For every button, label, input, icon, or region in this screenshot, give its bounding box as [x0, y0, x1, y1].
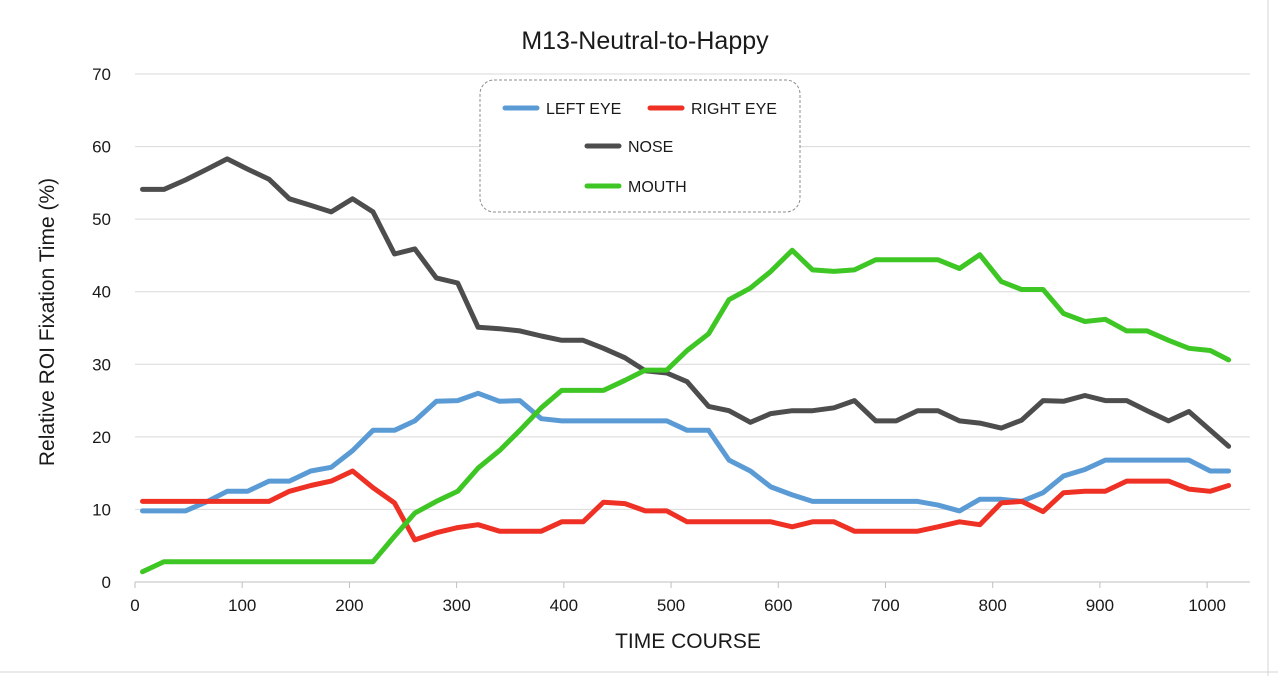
x-tick-label: 0 — [130, 596, 139, 615]
x-tick-label: 800 — [979, 596, 1007, 615]
y-tick-label: 60 — [92, 138, 111, 157]
x-tick-label: 100 — [228, 596, 256, 615]
legend-box — [479, 79, 801, 213]
x-axis-title: TIME COURSE — [615, 630, 761, 653]
series-layer — [140, 156, 1232, 575]
legend-label-right-eye: RIGHT EYE — [691, 101, 777, 118]
y-tick-label: 50 — [92, 210, 111, 229]
y-tick-label: 40 — [92, 283, 111, 302]
legend-label-mouth: MOUTH — [628, 179, 687, 196]
y-tick-label: 10 — [92, 500, 111, 519]
y-tick-label: 70 — [92, 65, 111, 84]
series-line-right-eye — [140, 468, 1232, 543]
x-tick-label: 300 — [442, 596, 470, 615]
y-tick-label: 30 — [92, 355, 111, 374]
x-tick-label: 700 — [871, 596, 899, 615]
series-line-mouth — [140, 247, 1232, 575]
x-tick-label: 600 — [764, 596, 792, 615]
chart-title: M13-Neutral-to-Happy — [521, 27, 769, 55]
legend-label-left-eye: LEFT EYE — [546, 101, 621, 118]
series-line-nose — [140, 156, 1232, 449]
x-tick-label: 200 — [335, 596, 363, 615]
legend: LEFT EYE RIGHT EYE NOSE MOUTH — [479, 79, 801, 213]
y-tick-label: 0 — [102, 573, 111, 592]
x-tick-label: 900 — [1086, 596, 1114, 615]
x-tick-label: 1000 — [1188, 596, 1226, 615]
legend-label-nose: NOSE — [628, 139, 673, 156]
gridlines — [135, 73, 1250, 510]
y-tick-label: 20 — [92, 428, 111, 447]
series-line-left-eye — [140, 390, 1232, 514]
x-tick-label: 400 — [550, 596, 578, 615]
y-axis-title: Relative ROI Fixation Time (%) — [36, 178, 59, 466]
x-tick-label: 500 — [657, 596, 685, 615]
